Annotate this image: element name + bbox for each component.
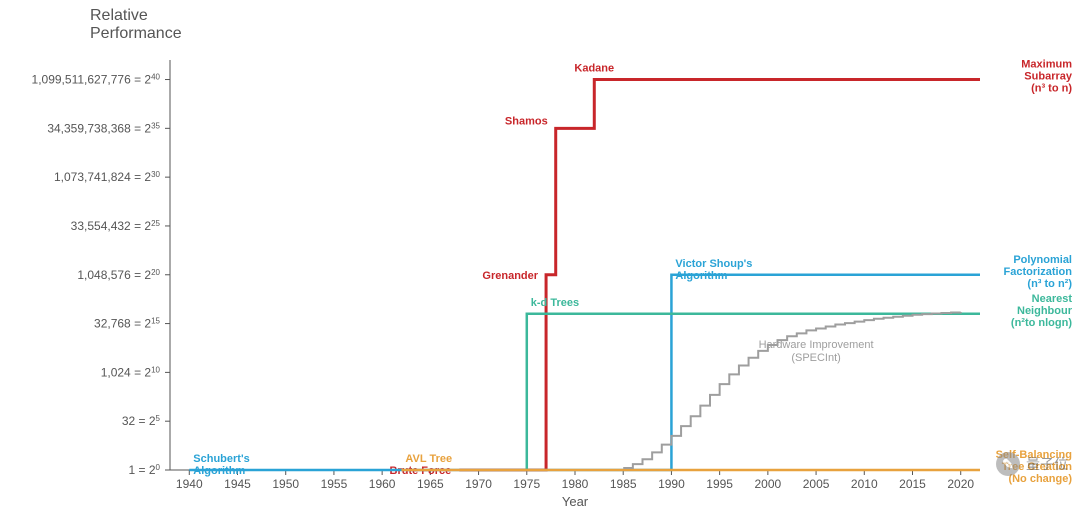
x-tick-label: 1980 <box>562 477 589 491</box>
y-tick-label: 1,048,576 = 220 <box>77 267 160 282</box>
x-axis-label: Year <box>562 494 589 509</box>
x-tick-label: 1975 <box>513 477 540 491</box>
x-tick-label: 1960 <box>369 477 396 491</box>
y-tick-label: 32 = 25 <box>122 414 161 429</box>
series-point-label: k-d Trees <box>531 297 579 309</box>
x-tick-label: 2020 <box>947 477 974 491</box>
series-right-label: Factorization <box>1004 266 1073 278</box>
y-tick-label: 1,024 = 210 <box>101 365 161 380</box>
series-hardware-improvement <box>623 312 961 468</box>
series-point-label: Shamos <box>505 115 548 127</box>
y-tick-label: 1,099,511,627,776 = 240 <box>32 72 161 87</box>
y-tick-label: 33,554,432 = 225 <box>71 218 161 233</box>
y-tick-label: 1 = 20 <box>129 463 161 478</box>
x-tick-label: 2005 <box>803 477 830 491</box>
series-right-label: Subarray <box>1024 71 1073 83</box>
x-tick-label: 1955 <box>321 477 348 491</box>
watermark: ✎ 量子位 <box>996 452 1068 476</box>
relative-performance-chart: RelativePerformance 1940 1945 1950 1955 1960 1… <box>0 0 1080 510</box>
series-point-label: Victor Shoup's <box>675 258 752 270</box>
chart-title: Performance <box>90 25 182 42</box>
series-right-label: Polynomial <box>1013 254 1072 266</box>
x-tick-label: 1945 <box>224 477 251 491</box>
x-tick-label: 1995 <box>706 477 733 491</box>
series-right-label: Neighbour <box>1017 305 1073 317</box>
series-polynomial-factorization <box>189 275 980 470</box>
x-tick-label: 1950 <box>272 477 299 491</box>
y-tick-label: 34,359,738,368 = 235 <box>47 121 160 136</box>
hardware-label: (SPECInt) <box>791 352 841 364</box>
series-point-label: Schubert's <box>193 453 249 465</box>
x-tick-label: 1965 <box>417 477 444 491</box>
watermark-text: 量子位 <box>1026 454 1068 474</box>
x-tick-label: 1990 <box>658 477 685 491</box>
series-point-label: Algorithm <box>193 465 245 477</box>
y-tick-label: 32,768 = 215 <box>94 316 161 331</box>
series-right-label: Nearest <box>1032 293 1073 305</box>
x-tick-label: 1970 <box>465 477 492 491</box>
series-right-label: Maximum <box>1021 59 1072 71</box>
x-tick-label: 1985 <box>610 477 637 491</box>
x-tick-label: 2015 <box>899 477 926 491</box>
series-point-label: Algorithm <box>675 270 727 282</box>
series-point-label: AVL Tree <box>405 453 452 465</box>
watermark-icon: ✎ <box>996 452 1020 476</box>
series-right-label: (n³ to n²) <box>1027 278 1072 290</box>
chart-title: Relative <box>90 7 148 24</box>
series-right-label: (n²to nlogn) <box>1011 317 1072 329</box>
y-tick-label: 1,073,741,824 = 230 <box>54 170 161 185</box>
series-nearest-neighbour <box>527 314 980 470</box>
series-right-label: (n³ to n) <box>1031 83 1072 95</box>
series-point-label: Kadane <box>574 63 614 75</box>
series-point-label: Grenander <box>482 270 538 282</box>
hardware-label: Hardware Improvement <box>759 339 874 351</box>
x-tick-label: 2000 <box>755 477 782 491</box>
x-tick-label: 1940 <box>176 477 203 491</box>
x-tick-label: 2010 <box>851 477 878 491</box>
